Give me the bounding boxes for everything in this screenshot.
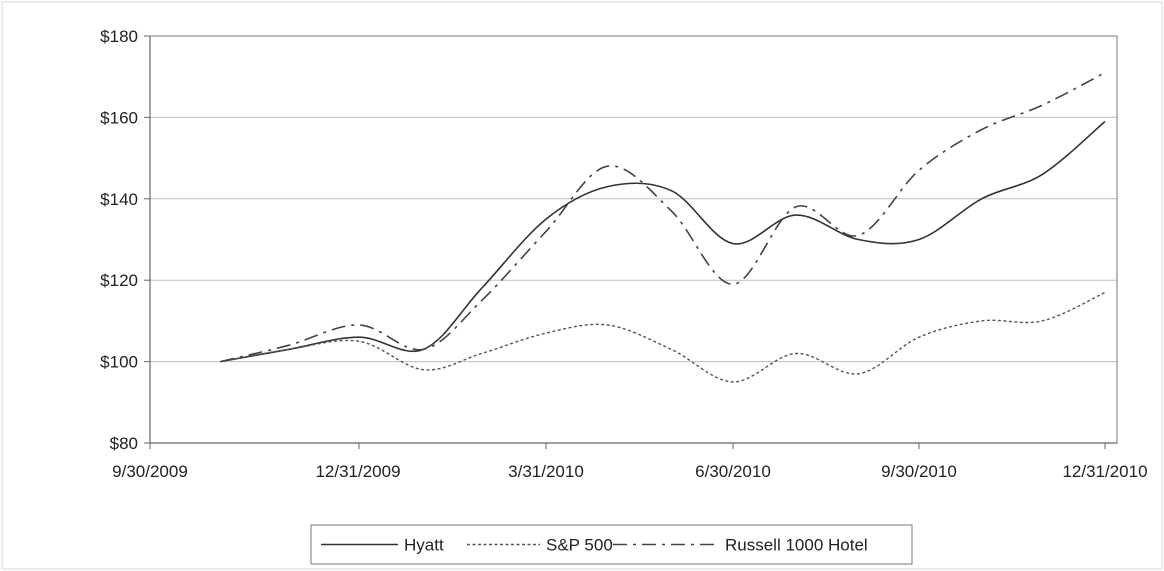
x-tick-label: 12/31/2010: [1062, 462, 1147, 481]
series-line-hyatt: [220, 120, 1106, 363]
axes: $80 $100 $120 $140 $160 $180 9/30/2009 12/31/20…: [100, 27, 1147, 481]
legend-label: Russell 1000 Hotel: [725, 536, 868, 555]
x-tick-label: 3/31/2010: [508, 462, 584, 481]
series-line-russell-1000-hotel: [220, 71, 1106, 363]
y-tick-label: $160: [100, 108, 138, 127]
x-tick-label: 12/31/2009: [315, 462, 400, 481]
y-tick-label: $80: [110, 434, 138, 453]
legend-label: S&P 500: [546, 536, 613, 555]
x-tick-label: 9/30/2010: [881, 462, 957, 481]
x-tick-label: 9/30/2009: [112, 462, 188, 481]
legend: Hyatt S&P 500 Russell 1000 Hotel: [310, 524, 913, 565]
y-tick-label: $180: [100, 27, 138, 46]
y-tick-label: $120: [100, 271, 138, 290]
series-lines: [220, 71, 1106, 383]
y-tick-label: $100: [100, 353, 138, 372]
y-tick-label: $140: [100, 190, 138, 209]
legend-box: [310, 524, 913, 565]
legend-label: Hyatt: [404, 536, 444, 555]
x-tick-label: 6/30/2010: [695, 462, 771, 481]
